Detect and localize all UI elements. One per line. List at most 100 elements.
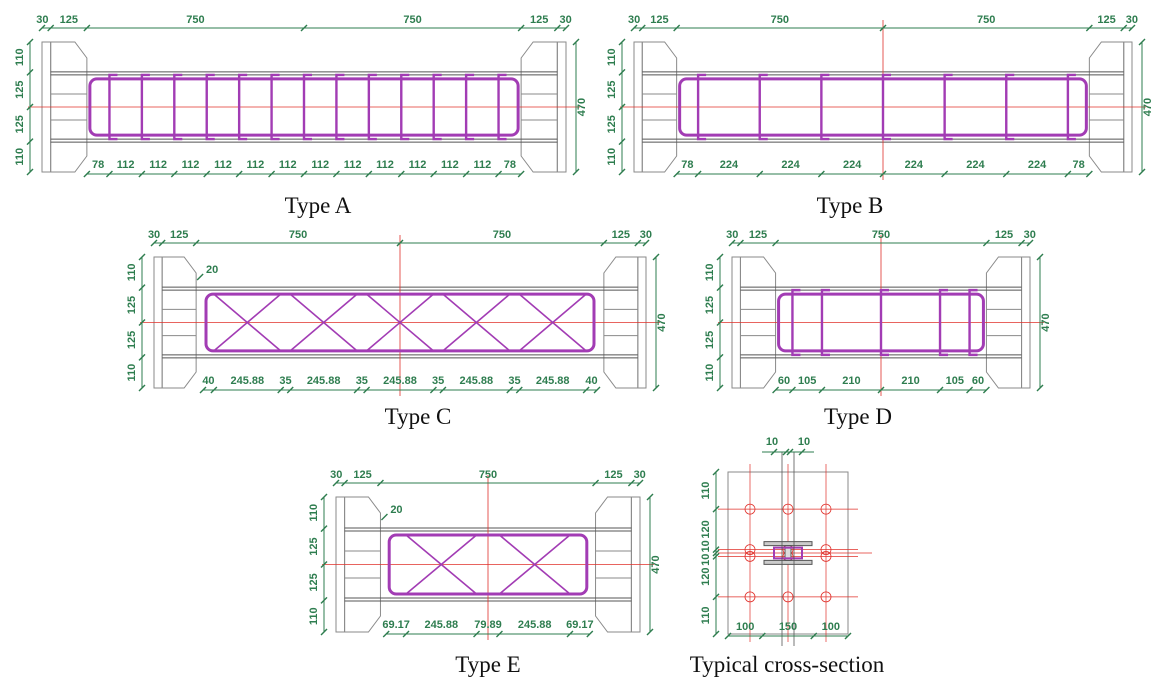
dim-tick [716,284,724,292]
gap-dim: 20 [390,504,402,516]
bottom-dim: 79.89 [474,619,502,631]
dim-tick [506,386,514,394]
bottom-dim: 112 [376,159,394,171]
bolt-hole [820,591,832,603]
bottom-dim: 112 [117,159,135,171]
dim-tick [515,386,523,394]
bottom-dim: 224 [905,159,924,171]
dim-tick [517,24,525,32]
stirrup [270,73,280,141]
bottom-dim: 210 [842,375,860,387]
bottom-dim: 78 [92,159,104,171]
stirrup [968,288,978,357]
dim-tick [652,253,660,261]
left-dim: 125 [704,331,716,349]
dim-tick [158,239,166,247]
bottom-dim: 224 [1028,159,1047,171]
dim-tick [600,239,608,247]
stirrup [173,73,183,141]
top-dim: 30 [36,14,48,26]
left-dim: 125 [14,81,26,99]
dim-tick [26,38,34,46]
left-dim: 125 [126,296,138,314]
left-dim: 110 [126,263,138,281]
top-dim: 750 [493,229,511,241]
left-dim: 10 [700,554,712,566]
stirrup [938,288,949,357]
dim-tick [716,253,724,261]
bottom-dim: 224 [781,159,800,171]
dim-tick [235,170,243,178]
dim-tick [618,68,626,76]
bottom-dim: 245.88 [424,619,458,631]
dim-tick [199,386,207,394]
dim-tick [758,632,766,640]
diagonal-bar [289,293,358,352]
end-block [985,256,1023,389]
dim-tick [673,170,681,178]
end-block [641,41,678,173]
left-dim: 125 [606,115,618,133]
end-block [739,256,777,389]
dim-tick [138,384,146,392]
dim-tick [473,630,481,638]
bottom-dim: 112 [182,159,200,171]
dim-tick [618,103,626,111]
dim-tick [941,170,949,178]
dim-tick [627,479,635,487]
caption: Type A [285,193,352,218]
stirrup [335,73,345,141]
dim-tick [736,239,744,247]
dim-tick [642,239,650,247]
right-dim: 470 [650,555,662,573]
dim-tick [396,239,404,247]
dim-tick [810,632,818,640]
dim-tick [782,448,790,456]
dim-tick [320,493,328,501]
dim-tick [26,68,34,76]
dim-tick [138,319,146,326]
diagonal-bar [518,293,587,352]
right-dim: 470 [1142,98,1152,116]
dim-tick [586,630,594,638]
left-dim: 110 [14,48,26,66]
right-dim: 470 [656,313,668,331]
bottom-dim: 105 [946,375,964,387]
dim-tick [877,386,885,394]
bolt-hole [744,550,756,562]
bottom-dim: 245.88 [307,375,341,387]
dim-tick [562,24,570,32]
bolt-hole [782,503,794,515]
caption: Type E [455,652,520,677]
bottom-dim: 35 [279,375,291,387]
dim-tick [772,386,780,394]
top-dim: 30 [1024,229,1036,241]
bottom-dim: 245.88 [536,375,570,387]
stirrup [400,73,410,141]
dim-tick [592,479,600,487]
dim-tick [798,448,806,456]
bottom-dim: 245.88 [383,375,417,387]
reinforcement-cage [204,292,596,353]
left-dim: 110 [704,364,716,382]
stirrup [1066,73,1076,141]
cage-section [773,546,803,560]
dim-tick [138,284,146,292]
end-block [595,496,632,633]
top-dim: 125 [995,229,1013,241]
bottom-dim: 35 [508,375,520,387]
end-block [1088,41,1125,173]
dim-tick [462,170,470,178]
left-dim: 125 [704,296,716,314]
dim-tick [210,386,218,394]
dim-tick [138,353,146,361]
top-dim: 30 [634,469,646,481]
dim-tick [196,273,204,281]
bottom-dim: 224 [720,159,739,171]
bolt-hole [820,550,832,562]
bolt-hole [782,591,794,603]
stirrup [108,73,118,141]
top-dim: 750 [977,14,995,26]
bolt-hole [744,544,756,556]
top-dim: 30 [726,229,738,241]
